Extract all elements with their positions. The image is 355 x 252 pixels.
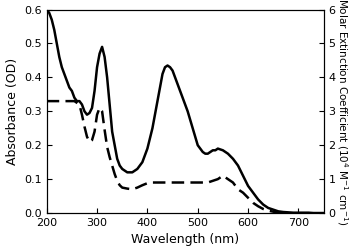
Y-axis label: Molar Extinction Coefficient (10$^4$ M$^{-1}$ cm$^{-1}$): Molar Extinction Coefficient (10$^4$ M$^… — [335, 0, 349, 225]
X-axis label: Wavelength (nm): Wavelength (nm) — [131, 233, 239, 246]
Y-axis label: Absorbance (OD): Absorbance (OD) — [6, 58, 18, 165]
